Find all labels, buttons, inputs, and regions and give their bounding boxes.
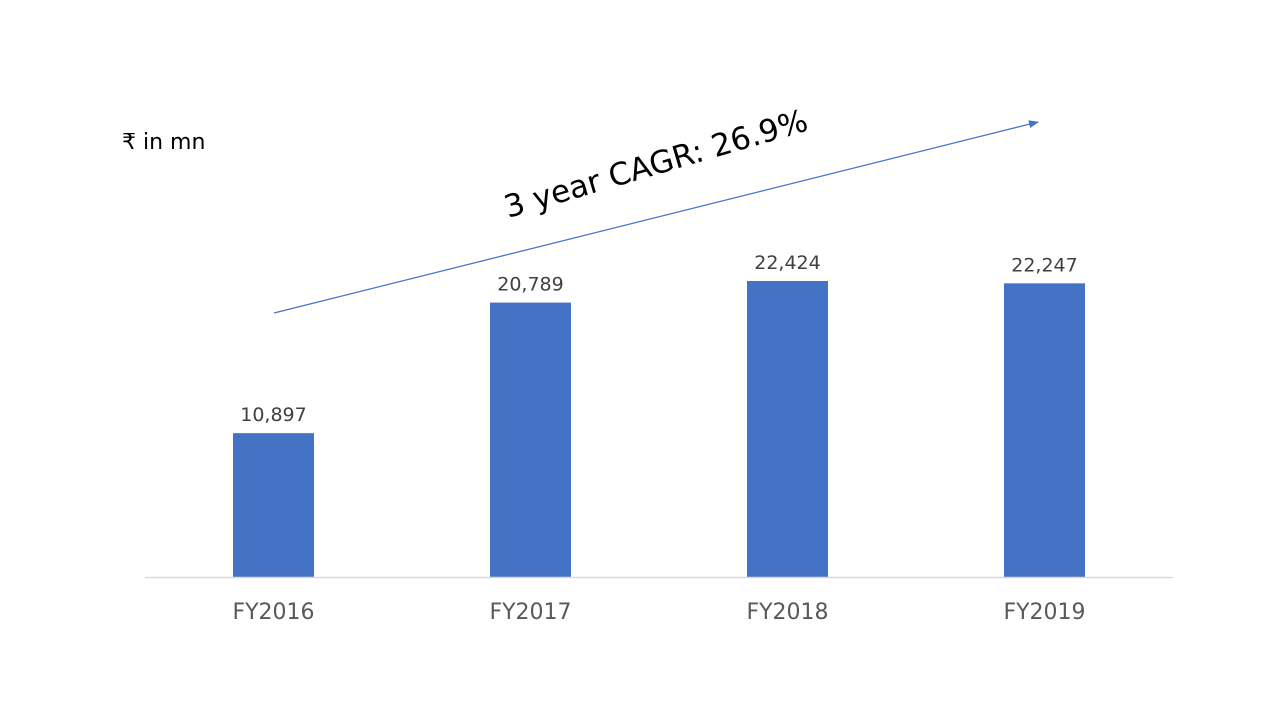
bar-fy2016 (233, 433, 314, 577)
data-labels-group: 10,897 20,789 22,424 22,247 (240, 252, 1077, 426)
x-tick-fy2016: FY2016 (232, 600, 314, 625)
bar-fy2017 (490, 302, 571, 577)
x-axis-ticks-group: FY2016 FY2017 FY2018 FY2019 (232, 600, 1085, 625)
bar-fy2019 (1004, 283, 1085, 577)
bar-fy2018 (747, 281, 828, 577)
x-tick-fy2018: FY2018 (746, 600, 828, 625)
bars-group (233, 281, 1085, 577)
data-label-fy2019: 22,247 (1011, 254, 1077, 276)
cagr-annotation: 3 year CAGR: 26.9% (500, 103, 812, 226)
x-tick-fy2019: FY2019 (1003, 600, 1085, 625)
data-label-fy2018: 22,424 (754, 252, 820, 274)
x-tick-fy2017: FY2017 (489, 600, 571, 625)
cagr-arrow (273, 120, 1039, 314)
data-label-fy2016: 10,897 (240, 404, 306, 426)
data-label-fy2017: 20,789 (497, 274, 563, 296)
unit-label: ₹ in mn (122, 130, 206, 155)
